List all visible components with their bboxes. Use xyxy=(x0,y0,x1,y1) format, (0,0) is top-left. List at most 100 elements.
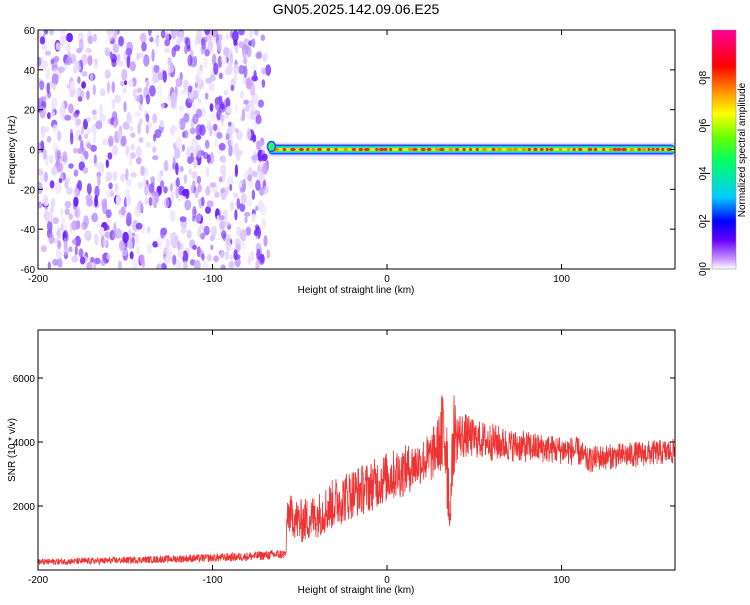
noise-blob xyxy=(209,182,216,188)
signal-peak xyxy=(462,147,466,152)
noise-blob xyxy=(180,166,184,172)
noise-blob xyxy=(243,65,248,79)
signal-peak xyxy=(375,147,379,152)
noise-blob xyxy=(184,199,192,211)
noise-blob xyxy=(241,108,246,121)
spectrogram-x-label: Height of straight line (km) xyxy=(298,285,415,296)
noise-blob xyxy=(101,198,107,208)
noise-blob xyxy=(251,189,256,201)
noise-blob xyxy=(72,65,76,74)
noise-blob xyxy=(60,156,65,162)
noise-blob xyxy=(253,30,259,36)
noise-blob xyxy=(85,47,92,54)
noise-blob xyxy=(230,84,235,92)
noise-blob xyxy=(163,255,170,265)
colorbar-tick-label: 0.6 xyxy=(698,118,709,132)
noise-blob xyxy=(93,57,99,70)
noise-blob xyxy=(156,263,163,269)
noise-blob xyxy=(233,39,238,47)
noise-blob xyxy=(143,54,150,67)
noise-blob xyxy=(75,65,82,71)
noise-blob xyxy=(81,53,88,66)
colorbar: 0.0 0.2 0.4 0.6 0.8 Normalized spectral ampl… xyxy=(698,29,748,276)
noise-blob xyxy=(204,30,210,35)
noise-blob xyxy=(249,30,253,38)
y-tick-label: 4000 xyxy=(13,438,36,449)
signal-peak xyxy=(512,147,519,152)
noise-blob xyxy=(152,146,157,153)
noise-blob xyxy=(99,226,105,235)
noise-blob xyxy=(38,30,42,38)
noise-blob xyxy=(64,208,70,216)
noise-blob xyxy=(263,235,268,247)
noise-blob xyxy=(104,47,110,57)
noise-blob xyxy=(138,104,143,111)
noise-blob xyxy=(92,84,97,96)
noise-blob xyxy=(42,126,50,132)
signal-peak xyxy=(306,147,310,152)
noise-blob xyxy=(175,77,183,88)
noise-blob xyxy=(161,102,165,110)
noise-blob xyxy=(146,243,153,255)
noise-blob xyxy=(243,99,249,105)
noise-blob xyxy=(186,147,191,159)
noise-blob xyxy=(98,162,105,174)
noise-blob xyxy=(125,168,129,181)
noise-blob xyxy=(91,114,98,121)
noise-blob xyxy=(39,106,46,119)
noise-blob xyxy=(176,240,181,250)
noise-blob xyxy=(46,82,50,94)
noise-blob xyxy=(48,30,55,36)
x-tick-label: -100 xyxy=(203,575,223,586)
noise-blob xyxy=(220,188,226,194)
noise-blob xyxy=(202,260,209,269)
noise-blob xyxy=(183,260,188,269)
signal-peak xyxy=(566,147,571,152)
noise-blob xyxy=(233,249,238,261)
noise-blob xyxy=(111,58,117,68)
noise-blob xyxy=(175,177,180,188)
signal-onset xyxy=(266,140,277,153)
noise-blob xyxy=(153,65,160,73)
signal-peak xyxy=(641,147,647,152)
noise-blob xyxy=(260,137,265,144)
noise-blob xyxy=(249,82,256,96)
noise-blob xyxy=(54,182,62,195)
signal-peak xyxy=(549,147,554,152)
noise-blob xyxy=(223,46,230,57)
noise-blob xyxy=(130,132,136,138)
noise-blob xyxy=(257,99,265,108)
noise-blob xyxy=(93,261,97,269)
noise-blob xyxy=(65,56,73,66)
noise-blob xyxy=(261,67,267,75)
noise-blob xyxy=(169,182,174,192)
noise-blob xyxy=(91,212,99,223)
x-tick-label: 100 xyxy=(553,575,570,586)
noise-blob xyxy=(113,31,117,44)
noise-blob xyxy=(224,251,230,261)
noise-blob xyxy=(208,81,215,92)
noise-blob xyxy=(191,171,198,180)
noise-blob xyxy=(135,222,143,230)
noise-blob xyxy=(234,128,239,133)
noise-blob xyxy=(38,142,42,155)
noise-blob xyxy=(51,97,58,111)
spectrogram-noise-area xyxy=(38,30,272,269)
signal-peak xyxy=(326,147,331,152)
noise-blob xyxy=(243,38,250,44)
noise-blob xyxy=(39,80,45,91)
noise-blob xyxy=(48,233,55,244)
noise-blob xyxy=(144,197,149,205)
noise-blob xyxy=(38,182,43,195)
noise-blob xyxy=(50,58,55,65)
noise-blob xyxy=(148,183,155,194)
noise-blob xyxy=(255,52,262,59)
noise-blob xyxy=(81,221,88,231)
noise-blob xyxy=(164,39,171,47)
noise-blob xyxy=(47,220,53,233)
signal-peak xyxy=(661,147,665,152)
noise-blob xyxy=(219,220,226,231)
noise-blob xyxy=(64,180,69,189)
signal-peak xyxy=(521,147,527,152)
